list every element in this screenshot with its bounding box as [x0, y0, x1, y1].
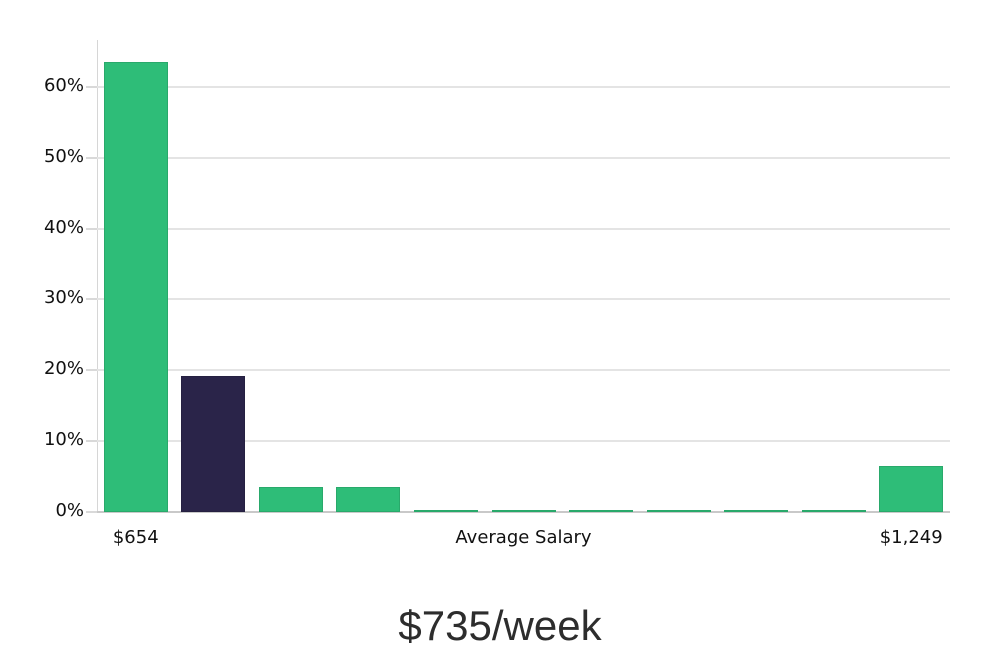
y-tick-mark [86, 298, 97, 301]
bar [413, 509, 478, 512]
bar [258, 487, 323, 512]
y-tick-label: 40% [43, 216, 84, 238]
x-tick-label: $654 [112, 527, 159, 548]
gridline [97, 298, 950, 301]
y-tick-mark [86, 156, 97, 159]
gridline [97, 440, 950, 443]
x-tick-label: $1,249 [879, 527, 943, 548]
bar [646, 509, 711, 512]
y-tick-label: 30% [43, 287, 84, 309]
bar [336, 487, 401, 512]
chart-title: $735/week [398, 602, 602, 649]
bar [801, 509, 866, 512]
bar [569, 509, 634, 512]
gridline [97, 227, 950, 230]
bar [879, 465, 944, 512]
bar [724, 509, 789, 512]
y-tick-mark [86, 85, 97, 88]
bar [181, 375, 246, 512]
bar [491, 509, 556, 512]
y-tick-mark [86, 511, 97, 513]
gridline [97, 369, 950, 372]
y-tick-mark [86, 369, 97, 372]
bar [103, 61, 168, 512]
y-tick-label: 50% [43, 145, 84, 167]
gridline [97, 85, 950, 88]
gridline [97, 156, 950, 159]
y-tick-label: 10% [43, 429, 84, 451]
x-axis-baseline [97, 511, 950, 513]
y-tick-label: 20% [43, 358, 84, 380]
y-tick-mark [86, 440, 97, 443]
y-tick-mark [86, 227, 97, 230]
y-axis-line [97, 40, 98, 512]
x-tick-label: Average Salary [455, 527, 592, 548]
y-tick-label: 0% [55, 500, 84, 521]
y-tick-label: 60% [43, 74, 84, 96]
